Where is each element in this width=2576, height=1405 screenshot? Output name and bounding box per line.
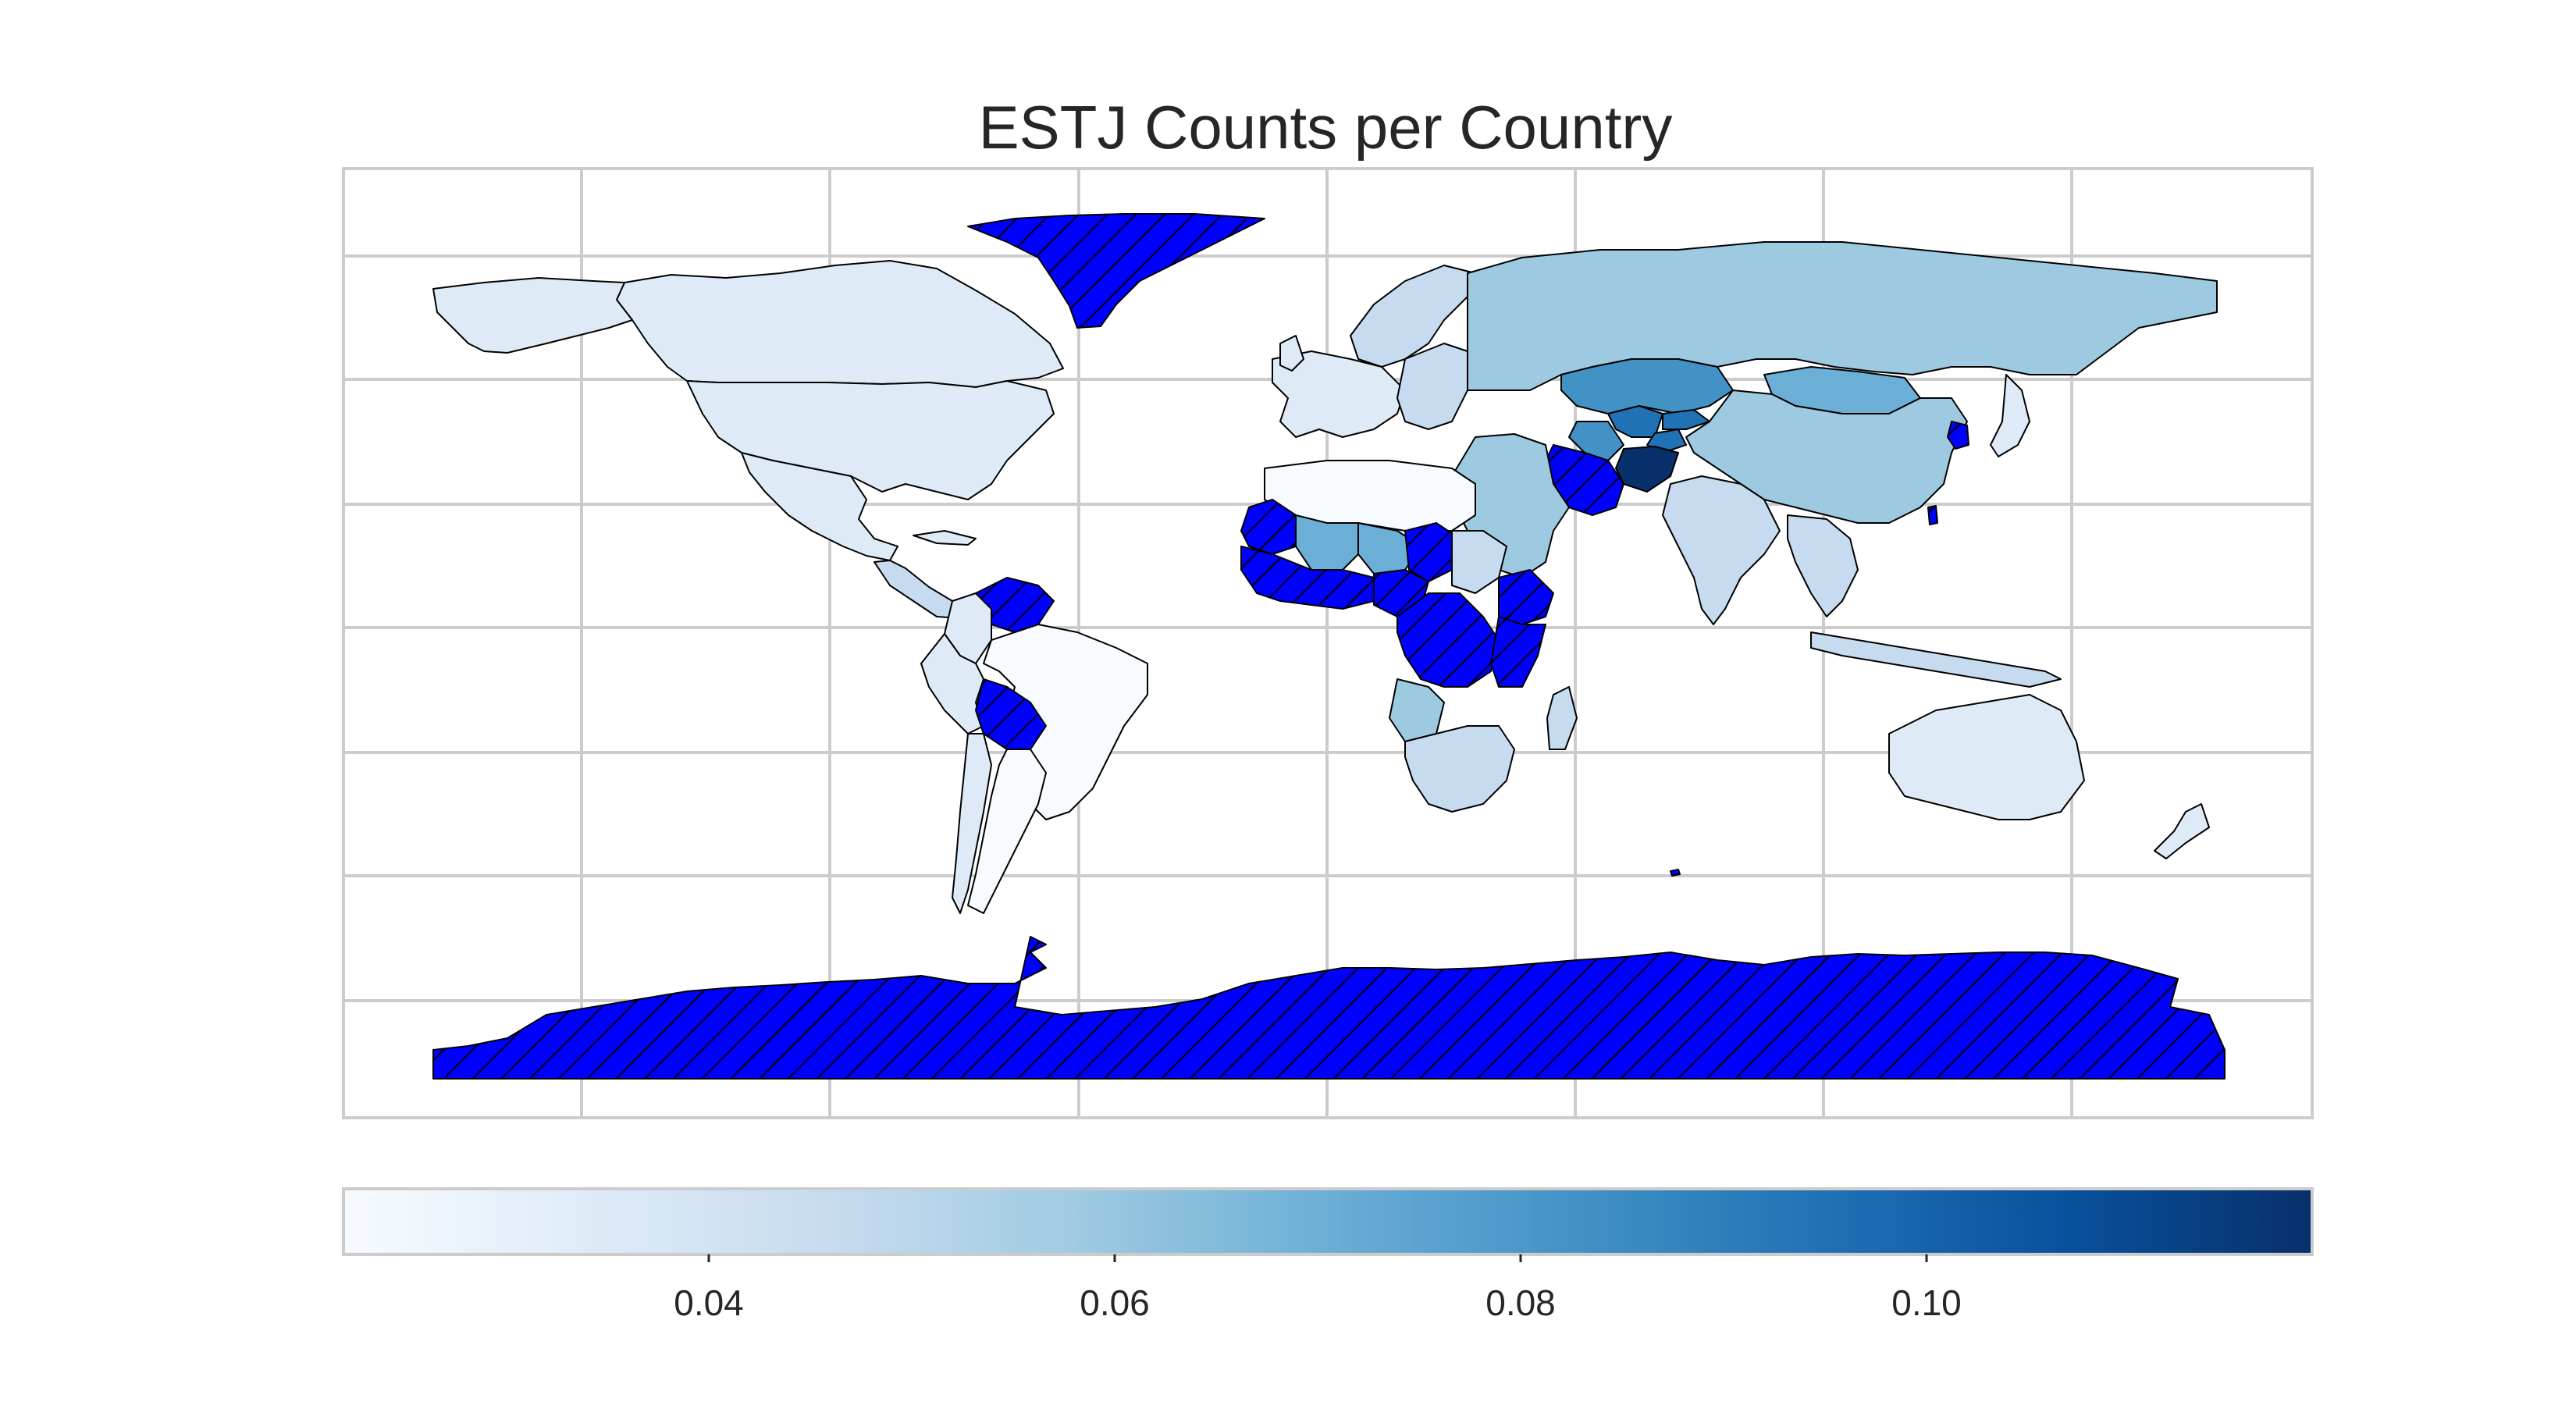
- country-afghanistan: [1615, 446, 1679, 493]
- colorbar-tick-label: 0.04: [674, 1282, 744, 1323]
- country-india: [1662, 475, 1781, 625]
- country-alaska: [432, 277, 633, 354]
- country-kazakhstan: [1560, 358, 1734, 414]
- country-antarctica: [432, 936, 2226, 1080]
- country-greenland: [967, 213, 1265, 329]
- country-china: [1685, 389, 1968, 524]
- country-mali: [1295, 514, 1367, 571]
- colorbar-tick-label: 0.06: [1080, 1282, 1150, 1323]
- country-central-africa: [1397, 592, 1500, 688]
- chart-title: ESTJ Counts per Country: [979, 93, 1673, 162]
- country-southern-africa: [1404, 725, 1515, 813]
- country-southeast-asia: [1787, 514, 1859, 617]
- country-australia: [1888, 694, 2085, 820]
- country-sudan: [1451, 530, 1507, 594]
- colorbar-ticks: [707, 1254, 1928, 1262]
- country-east-africa: [1490, 616, 1546, 688]
- country-eastern-europe: [1397, 343, 1468, 430]
- country-kyrgyzstan: [1662, 409, 1710, 430]
- country-mauritania: [1240, 499, 1297, 555]
- country-western-europe: [1272, 350, 1406, 438]
- country-mexico: [741, 452, 898, 561]
- country-indonesia: [1810, 631, 2062, 688]
- colorbar: [342, 1187, 2314, 1256]
- country-west-africa: [1240, 546, 1375, 610]
- country-madagascar: [1546, 686, 1578, 750]
- country-argentina: [967, 749, 1047, 914]
- country-japan: [1990, 374, 2030, 457]
- country-uk: [1279, 335, 1304, 372]
- colorbar-tick-label: 0.10: [1891, 1282, 1962, 1323]
- colorbar-tick-label: 0.08: [1485, 1282, 1556, 1323]
- map-countries: [432, 213, 2226, 1080]
- country-french-southern-lands: [1670, 869, 1681, 877]
- country-north-korea: [1947, 421, 1969, 450]
- colorbar-tick-labels: 0.04 0.06 0.08 0.10: [674, 1282, 1962, 1323]
- country-new-zealand: [2154, 803, 2210, 859]
- country-cuba: [913, 530, 977, 546]
- country-chile: [952, 733, 992, 914]
- country-taiwan: [1927, 505, 1938, 525]
